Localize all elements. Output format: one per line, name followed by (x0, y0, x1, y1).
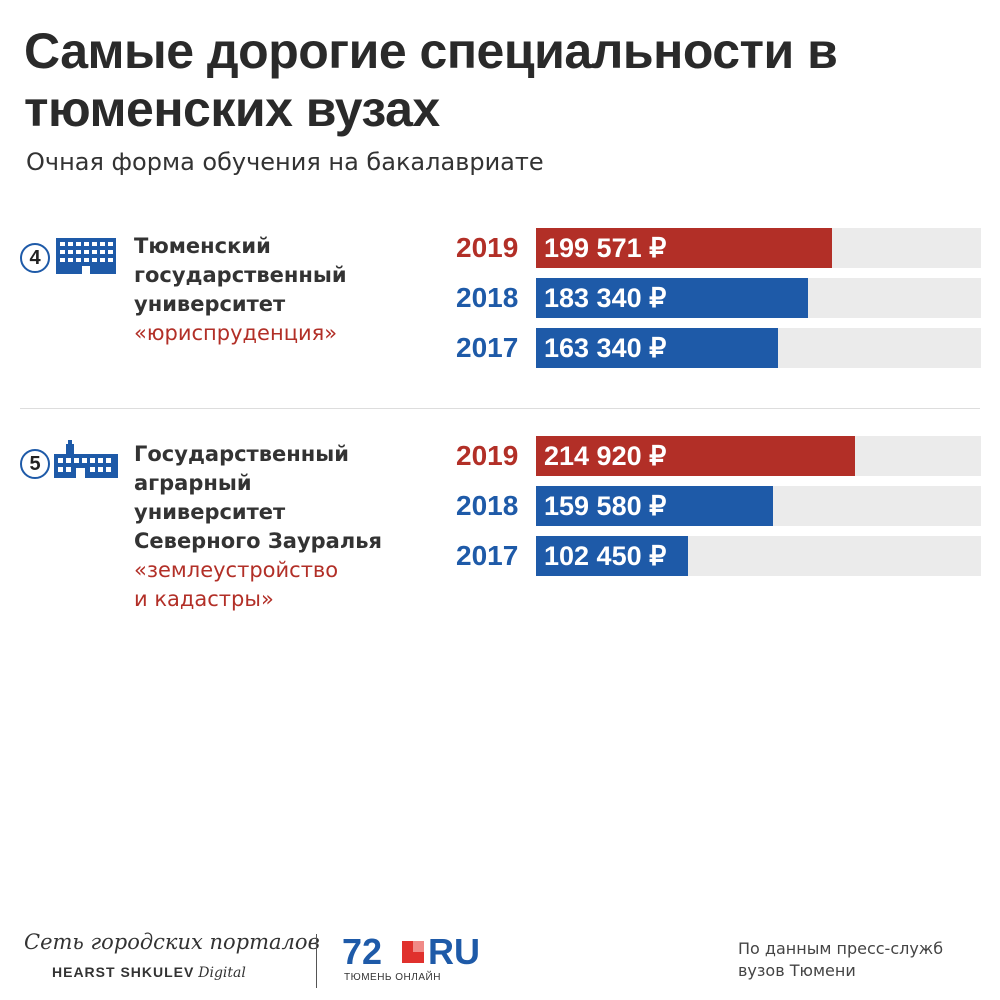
campus-icon (54, 440, 118, 478)
bar-track: 163 340 ₽ (536, 328, 981, 368)
university-name-1: Тюменский государственный университет «юр… (134, 232, 434, 348)
bar-track: 199 571 ₽ (536, 228, 981, 268)
specialty-label: «юриспруденция» (134, 321, 338, 345)
publisher-digital: Digital (198, 965, 246, 981)
university-title: Государственный аграрный университет Сев… (134, 442, 382, 553)
logo-number: 72 (342, 931, 383, 972)
bar-value-label: 199 571 ₽ (544, 233, 667, 263)
rank-badge: 5 (20, 449, 50, 479)
bar-value-label: 102 450 ₽ (544, 541, 667, 571)
university-title: Тюменский государственный университет (134, 234, 347, 316)
year-label: 2018 (456, 490, 519, 521)
bar-value-label: 214 920 ₽ (544, 441, 667, 471)
rank-badge: 4 (20, 243, 50, 273)
bar-value-label: 163 340 ₽ (544, 333, 667, 363)
bar-track: 183 340 ₽ (536, 278, 981, 318)
footer-separator (316, 934, 317, 988)
bar (536, 228, 832, 268)
bar (536, 278, 808, 318)
network-sub: HEARST SHKULEV Digital (52, 964, 246, 981)
bar-track: 159 580 ₽ (536, 486, 981, 526)
bar (536, 486, 773, 526)
bar-value-label: 159 580 ₽ (544, 491, 667, 521)
year-label: 2019 (456, 440, 519, 471)
page-title: Самые дорогие специальности в тюменских … (24, 23, 838, 137)
logo-square-icon (402, 941, 424, 963)
year-label: 2019 (456, 232, 519, 263)
logo-subtitle: ТЮМЕНЬ ОНЛАЙН (344, 972, 441, 983)
source-note: По данным пресс-служб вузов Тюмени (738, 939, 944, 980)
bar (536, 328, 778, 368)
bar-track: 102 450 ₽ (536, 536, 981, 576)
network-brand: Сеть городских порталов (24, 930, 320, 954)
group-divider (20, 408, 980, 409)
bar (536, 536, 688, 576)
specialty-label: «землеустройство и кадастры» (134, 558, 339, 611)
publisher-name: HEARST SHKULEV (52, 964, 195, 980)
page-subtitle: Очная форма обучения на бакалавриате (26, 148, 544, 176)
bar-track: 214 920 ₽ (536, 436, 981, 476)
year-label: 2017 (456, 332, 519, 363)
bar (536, 436, 855, 476)
bar-value-label: 183 340 ₽ (544, 283, 667, 313)
year-label: 2018 (456, 282, 519, 313)
logo-domain: RU (428, 931, 480, 972)
building-icon (56, 238, 116, 274)
year-label: 2017 (456, 540, 519, 571)
university-name-2: Государственный аграрный университет Сев… (134, 440, 434, 614)
